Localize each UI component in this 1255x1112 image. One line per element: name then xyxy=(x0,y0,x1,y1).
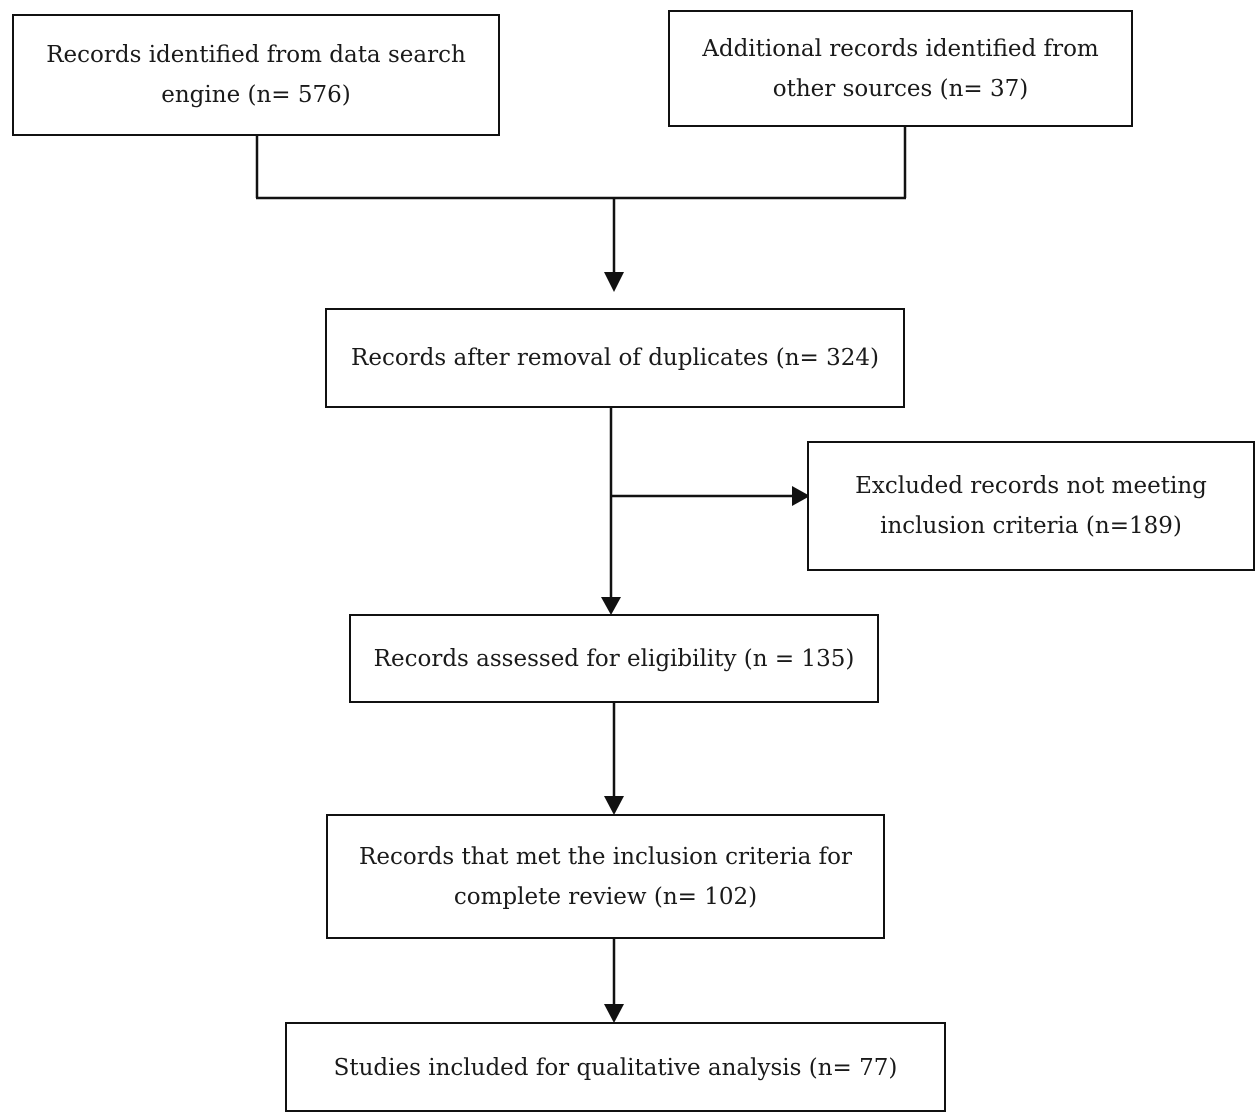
box-excluded-records-line1: Excluded records not meeting xyxy=(855,473,1207,499)
arrowhead-to-duplicates xyxy=(604,272,624,292)
arrowhead-to-eligibility xyxy=(601,597,621,615)
arrowhead-to-excluded xyxy=(792,486,810,506)
arrowhead-to-complete-review xyxy=(604,796,624,815)
box-complete-review-line2: complete review (n= 102) xyxy=(453,883,758,910)
box-complete-review: Records that met the inclusion criteria … xyxy=(326,814,885,939)
box-additional-records: Additional records identified from other… xyxy=(668,10,1133,127)
box-assessed-eligibility: Records assessed for eligibility (n = 13… xyxy=(349,614,879,703)
box-after-duplicates-line1: Records after removal of duplicates (n= … xyxy=(351,345,879,371)
box-studies-included: Studies included for qualitative analysi… xyxy=(285,1022,946,1112)
box-excluded-records: Excluded records not meeting inclusion c… xyxy=(807,441,1255,571)
box-after-duplicates: Records after removal of duplicates (n= … xyxy=(325,308,905,408)
box-assessed-eligibility-line1: Records assessed for eligibility (n = 13… xyxy=(373,645,855,672)
box-excluded-records-line2: inclusion criteria (n=189) xyxy=(880,513,1182,539)
box-records-search-engine-line1: Records identified from data search xyxy=(46,42,466,68)
box-records-search-engine: Records identified from data search engi… xyxy=(12,14,500,136)
box-studies-included-line1: Studies included for qualitative analysi… xyxy=(333,1055,898,1081)
arrowhead-to-included xyxy=(604,1004,624,1023)
box-additional-records-line1: Additional records identified from xyxy=(702,35,1099,62)
box-additional-records-line2: other sources (n= 37) xyxy=(772,75,1029,102)
box-records-search-engine-line2: engine (n= 576) xyxy=(161,82,351,108)
box-complete-review-line1: Records that met the inclusion criteria … xyxy=(359,843,852,870)
